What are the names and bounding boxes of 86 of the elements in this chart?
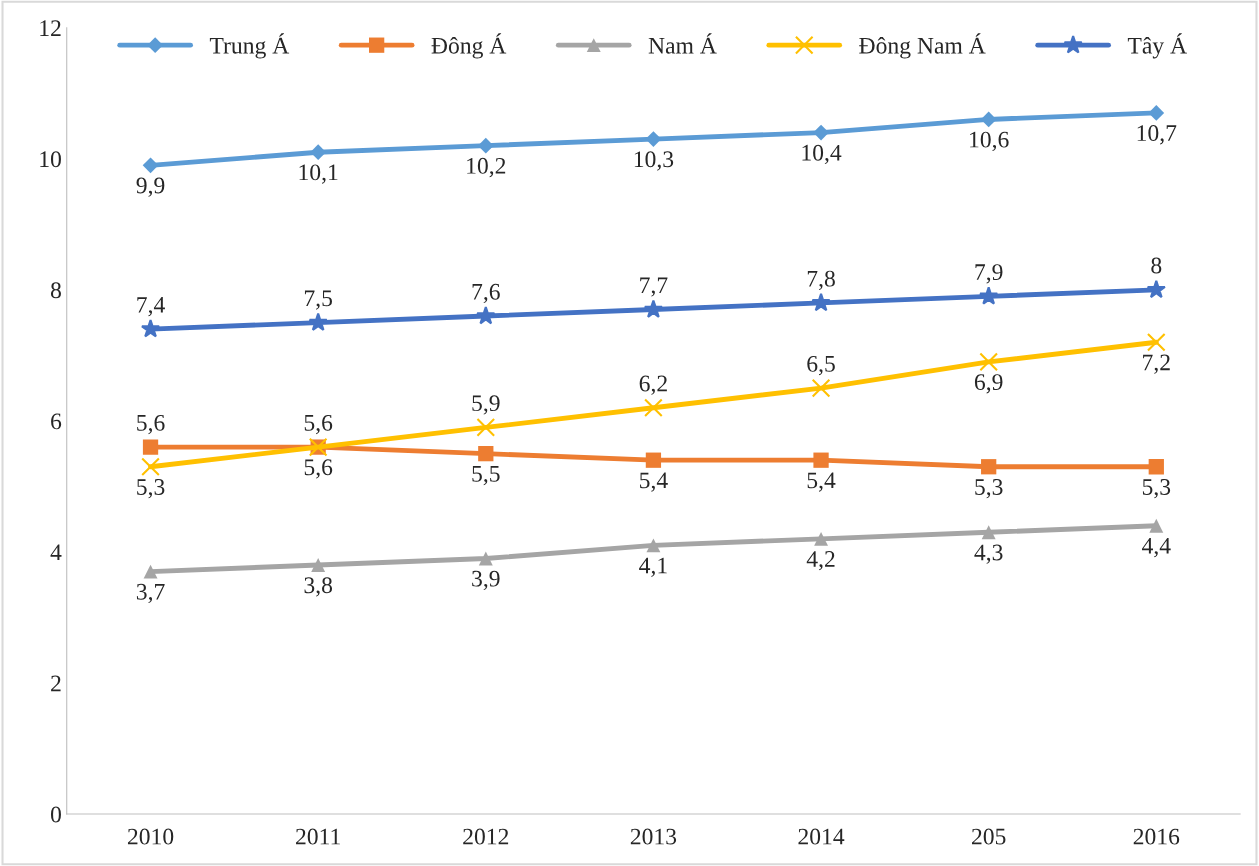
point xyxy=(646,538,661,553)
legend-label: Tây Á xyxy=(1127,33,1187,59)
x-tick-label: 2012 xyxy=(463,828,509,845)
point xyxy=(478,551,493,566)
point xyxy=(814,531,828,546)
data-label: 4,4 xyxy=(1142,538,1171,558)
data-label: 5,6 xyxy=(304,414,333,435)
data-label: 4,1 xyxy=(639,557,667,577)
data-label: 5,9 xyxy=(472,395,500,415)
point xyxy=(981,459,997,475)
y-tick-label: 8 xyxy=(50,282,61,299)
point xyxy=(1148,459,1164,475)
data-label: 5,3 xyxy=(975,479,1003,499)
x-tick-label: 2010 xyxy=(127,828,174,845)
data-label: 7,7 xyxy=(640,277,668,297)
point xyxy=(476,305,496,325)
legend-label: Đông Nam Á xyxy=(859,33,986,59)
data-label: 10,6 xyxy=(970,131,1009,151)
data-label: 5,6 xyxy=(137,414,165,435)
point xyxy=(979,286,999,305)
y-tick-label: 6 xyxy=(51,413,62,430)
data-label: 7,2 xyxy=(1143,354,1170,374)
point xyxy=(813,452,829,468)
point xyxy=(1148,105,1165,121)
data-label: 6,9 xyxy=(974,374,1003,394)
data-label: 10,1 xyxy=(299,164,338,184)
point xyxy=(477,137,494,154)
data-label: 6,2 xyxy=(639,375,667,395)
data-label: 7,4 xyxy=(137,297,165,317)
x-tick-label: 2011 xyxy=(296,828,340,845)
point xyxy=(645,452,662,468)
data-label: 5,4 xyxy=(807,472,836,492)
point xyxy=(311,558,326,572)
point xyxy=(645,131,662,147)
data-label: 5,4 xyxy=(640,472,668,492)
point xyxy=(981,525,996,540)
y-tick-label: 12 xyxy=(40,20,61,36)
data-label: 10,7 xyxy=(1137,125,1177,145)
point xyxy=(811,292,831,312)
point xyxy=(476,418,496,437)
data-label: 5,5 xyxy=(472,466,500,486)
data-label: 9,9 xyxy=(136,177,165,197)
data-label: 10,2 xyxy=(467,157,506,178)
data-label: 10,4 xyxy=(802,144,842,165)
point xyxy=(979,352,999,372)
legend-label: Nam Á xyxy=(648,33,717,54)
point xyxy=(644,398,663,418)
data-label: 5,6 xyxy=(304,459,333,479)
point xyxy=(980,111,997,128)
data-label: 5,3 xyxy=(137,479,165,499)
legend-label: Đông Á xyxy=(431,33,507,59)
y-tick-label: 0 xyxy=(50,806,61,823)
data-label: 7,8 xyxy=(807,270,835,291)
point xyxy=(643,299,664,318)
point xyxy=(142,157,159,174)
y-tick-label: 2 xyxy=(51,675,61,692)
point xyxy=(308,312,328,331)
point xyxy=(813,124,829,141)
x-tick-label: 205 xyxy=(972,828,1006,845)
data-label: 7,9 xyxy=(975,264,1003,284)
data-label: 10,3 xyxy=(634,151,674,171)
data-label: 3,7 xyxy=(136,583,165,604)
point xyxy=(143,564,158,579)
data-label: 5,3 xyxy=(1142,479,1171,499)
data-label: 4,3 xyxy=(974,544,1003,564)
point xyxy=(1149,518,1164,533)
point xyxy=(1146,332,1166,352)
data-label: 8 xyxy=(1151,257,1162,274)
x-tick-label: 2016 xyxy=(1133,828,1180,845)
point xyxy=(1146,279,1166,299)
x-tick-label: 2014 xyxy=(798,828,845,845)
point xyxy=(811,378,831,398)
data-label: 6,5 xyxy=(807,355,835,376)
data-label: 7,5 xyxy=(304,290,332,310)
y-tick-label: 4 xyxy=(50,544,62,561)
point xyxy=(478,446,494,462)
point xyxy=(141,457,160,477)
y-tick-label: 10 xyxy=(40,151,61,168)
data-label: 3,9 xyxy=(472,570,500,591)
data-label: 7,6 xyxy=(472,283,500,304)
data-label: 4,2 xyxy=(806,551,835,571)
x-tick-label: 2013 xyxy=(630,828,677,845)
point xyxy=(142,439,159,455)
data-label: 3,8 xyxy=(304,577,333,597)
point xyxy=(140,319,161,338)
legend-label: Trung Á xyxy=(209,33,290,59)
